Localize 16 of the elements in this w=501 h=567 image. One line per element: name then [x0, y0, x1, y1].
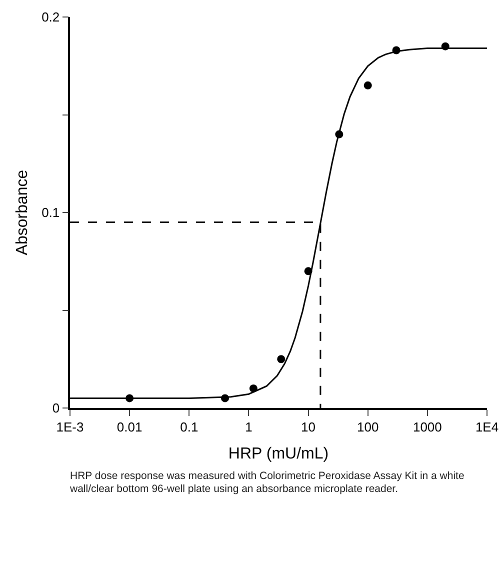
x-tick-label: 0.1	[180, 419, 198, 434]
y-tick-label: 0.1	[42, 205, 60, 220]
x-tick-label: 1000	[412, 419, 442, 434]
x-tick-label: 0.01	[116, 419, 142, 434]
point	[364, 81, 372, 90]
y-tick-label: 0	[52, 400, 60, 416]
text: HRP dose response was measured with Colorimetric Peroxidase Assay Kit in a white wall/clear bottom 96-well plate using an absorbance microplate reader.	[70, 470, 466, 496]
y-axis-title: Absorbance	[14, 170, 31, 256]
x-tick-label: 1E-3	[56, 419, 84, 434]
x-tick-label: 10	[301, 419, 316, 434]
y-tick-label: 0.2	[42, 10, 60, 25]
x-axis-title: HRP (mU/mL)	[228, 446, 329, 463]
x-tick-label: 1E4	[475, 419, 499, 434]
point	[277, 355, 286, 364]
x-tick-label: 100	[357, 419, 379, 434]
x-tick-label: 1	[245, 419, 252, 434]
